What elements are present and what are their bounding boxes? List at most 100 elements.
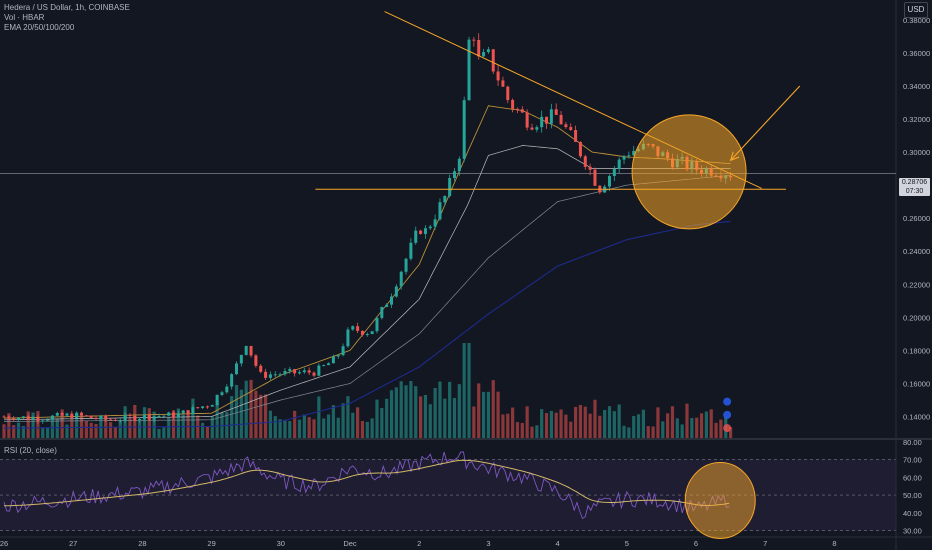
volume-bar [573,406,578,438]
price-tick-label: 0.22000 [903,280,930,289]
candle-body [278,374,282,376]
volume-bar [414,386,418,438]
candle-body [423,228,427,234]
rsi-tick-label: 30.00 [903,527,922,536]
candle-body [273,374,277,376]
candle-body [428,226,432,229]
dividend-icon [723,410,732,419]
last-price-value: 0.28706 [901,179,928,186]
volume-bar [680,424,684,438]
volume-bar [491,380,495,438]
volume-bar [627,427,631,438]
rsi-tick-label: 70.00 [903,456,922,465]
volume-bar [215,400,219,438]
volume-bar [394,387,398,438]
volume-bar [273,416,277,438]
candle-body [41,420,45,422]
candle-body [138,418,142,421]
candle-body [540,116,544,128]
volume-bar [506,413,510,438]
candle-body [535,127,539,130]
volume-bar [118,420,122,438]
time-tick-label: 8 [832,539,836,548]
candle-body [307,370,311,373]
volume-bar [404,385,408,438]
volume-bar [380,408,384,438]
candle-body [322,365,326,367]
candle-body [7,416,11,419]
volume-bar [263,394,268,438]
price-tick-label: 0.34000 [903,82,930,91]
volume-bar [297,419,302,438]
price-tick-label: 0.32000 [903,115,930,124]
rsi-tick-label: 40.00 [903,509,922,518]
candle-body [264,371,268,378]
candle-body [559,114,563,125]
candle-body [293,369,297,374]
volume-bar [230,396,234,438]
volume-bar [496,391,500,438]
candle-body [482,52,486,57]
candle-body [331,356,335,364]
time-tick-label: 28 [138,539,146,548]
rsi-tick-label: 80.00 [903,438,922,447]
candle-body [167,412,171,416]
candle-body [419,230,423,234]
volume-bar [70,418,74,438]
price-tick-label: 0.24000 [903,247,930,256]
currency-selector[interactable]: USD [904,2,928,18]
rsi-highlight-circle [684,461,756,539]
candle-body [327,363,331,366]
candle-body [17,417,21,420]
candle-body [215,394,219,406]
volume-bar [632,415,636,438]
candle-body [268,374,272,378]
volume-bar [641,409,646,438]
candle-body [244,345,248,355]
time-tick-label: 30 [277,539,285,548]
volume-bar [564,414,568,438]
candle-body [472,39,476,41]
volume-bar [26,411,30,438]
candle-body [302,370,306,373]
volume-bar [695,417,699,438]
candle-body [380,307,384,318]
volume-bar [60,409,64,438]
volume-bar [254,390,258,438]
candle-body [312,372,316,376]
volume-bar [31,412,35,438]
volume-bar [515,422,520,438]
candle-body [84,415,88,417]
pane-separator [0,438,932,440]
candle-body [65,413,69,416]
candle-body [210,405,214,407]
volume-bar [234,384,239,438]
volume-bar [607,406,612,438]
volume-bar [65,424,69,438]
ema-line [4,220,731,429]
volume-bar [239,389,243,438]
volume-bar [79,415,84,438]
rsi-line [3,451,730,520]
legend-volume: Vol · HBAR [4,13,45,22]
volume-bar [171,410,176,438]
candle-body [578,141,582,157]
candle-body [477,39,481,57]
volume-bar [128,417,132,438]
volume-bar [138,421,142,438]
candle-body [109,419,113,421]
candle-body [462,100,466,159]
time-tick-label: 3 [486,539,490,548]
annotation-arrow-head [729,151,740,162]
volume-bar [370,418,374,438]
volume-bar [41,427,45,438]
volume-bar [535,425,539,438]
volume-bar [293,410,297,438]
volume-bar [312,419,316,438]
candle-body [26,416,30,420]
volume-bar [317,396,321,438]
volume-bar [675,418,679,438]
volume-bar [452,397,457,438]
legend-ema: EMA 20/50/100/200 [4,23,75,32]
